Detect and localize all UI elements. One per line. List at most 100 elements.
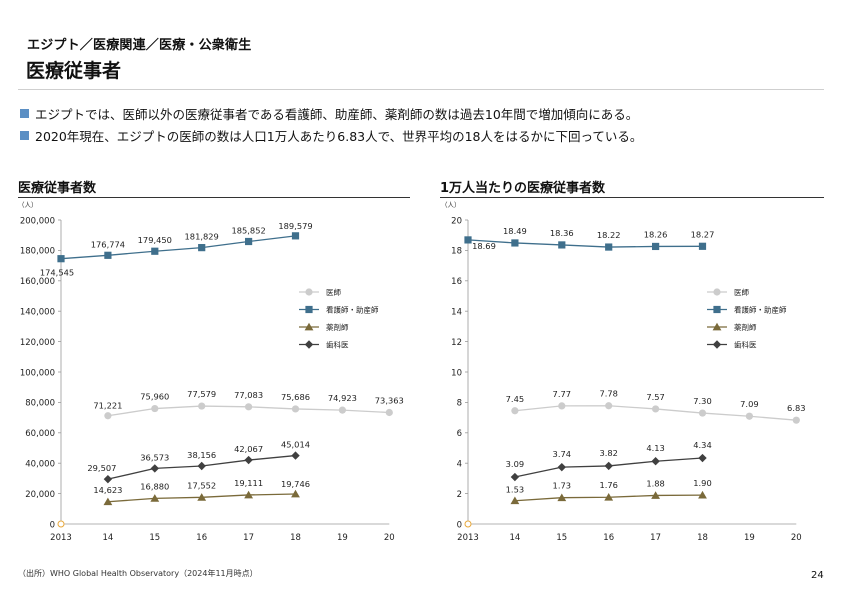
chart-title-rule-right	[440, 197, 824, 198]
y-tick-label: 8	[457, 399, 462, 409]
data-point-diamond	[510, 472, 520, 482]
data-point-diamond	[698, 453, 707, 463]
data-point-triangle	[698, 490, 707, 499]
y-tick-label: 120,000	[20, 338, 55, 348]
source-note: （出所）WHO Global Health Observatory（2024年1…	[18, 569, 258, 578]
data-point-square	[652, 242, 660, 251]
data-label: 7.78	[599, 389, 617, 399]
data-point-diamond	[604, 461, 613, 471]
page-title: 医療従事者	[26, 60, 122, 82]
data-point-circle	[245, 403, 253, 411]
y-tick-label: 160,000	[20, 277, 55, 287]
x-tick-label: 20	[384, 533, 395, 543]
bullet-item: エジプトでは、医師以外の医療従事者である看護師、助産師、薬剤師の数は過去10年間…	[20, 104, 638, 123]
y-tick-label: 140,000	[20, 308, 55, 318]
legend-marker-circle	[305, 288, 313, 296]
y-tick-label: 20	[451, 216, 462, 226]
legend-label: 歯科医	[734, 340, 757, 350]
data-point-circle	[792, 416, 800, 424]
data-point-square	[558, 241, 566, 249]
y-tick-label: 20,000	[25, 490, 55, 500]
data-point-diamond	[244, 455, 253, 465]
data-label: 179,450	[138, 235, 172, 245]
data-label: 174,545	[40, 268, 74, 278]
x-tick-label: 16	[603, 533, 614, 543]
data-label: 71,221	[93, 401, 122, 411]
legend-marker-diamond	[304, 340, 314, 349]
data-point-circle	[151, 404, 159, 413]
y-tick-label: 4	[457, 460, 462, 470]
x-tick-label: 15	[556, 533, 567, 543]
data-point-triangle	[244, 490, 253, 499]
data-label: 19,111	[234, 478, 263, 488]
bullet-text: エジプトでは、医師以外の医療従事者である看護師、助産師、薬剤師の数は過去10年間…	[35, 107, 639, 122]
data-point-circle	[104, 412, 112, 420]
data-point-diamond	[651, 457, 660, 466]
y-tick-label: 10	[451, 368, 462, 378]
data-point-diamond	[291, 451, 300, 460]
y-axis-unit: （人）	[18, 201, 38, 209]
data-label: 14,623	[93, 485, 122, 495]
data-label: 4.34	[693, 440, 711, 450]
data-point-circle	[558, 402, 566, 410]
y-tick-label: 180,000	[20, 247, 55, 257]
data-label: 77,083	[234, 390, 263, 400]
bullet-item: 2020年現在、エジプトの医師の数は人口1万人あたり6.83人で、世界平均の18…	[20, 126, 642, 145]
data-label: 1.88	[646, 478, 664, 488]
y-tick-label: 80,000	[25, 399, 55, 409]
data-label: 74,923	[328, 393, 357, 403]
y-tick-label: 100,000	[20, 368, 55, 378]
data-point-circle	[198, 402, 206, 410]
x-tick-label: 15	[149, 533, 160, 543]
data-label: 75,686	[281, 392, 310, 402]
data-point-square	[511, 239, 519, 247]
bullet-text: 2020年現在、エジプトの医師の数は人口1万人あたり6.83人で、世界平均の18…	[35, 129, 643, 144]
data-label: 42,067	[234, 444, 263, 454]
x-tick-label: 16	[196, 533, 207, 543]
breadcrumb: エジプト／医療関連／医療・公衆衛生	[27, 38, 252, 53]
data-label: 18.22	[597, 230, 621, 240]
x-tick-label: 18	[290, 533, 301, 543]
data-point-triangle	[651, 491, 660, 499]
data-point-square	[57, 255, 65, 263]
y-tick-label: 40,000	[25, 460, 55, 470]
data-point-diamond	[557, 462, 566, 472]
data-point-square	[151, 247, 159, 255]
data-label: 17,552	[187, 480, 216, 490]
data-point-diamond	[103, 474, 113, 484]
data-label: 45,014	[281, 440, 310, 450]
y-tick-label: 0	[50, 520, 55, 530]
data-point-circle	[698, 409, 707, 417]
data-label: 6.83	[787, 403, 805, 413]
x-tick-label: 19	[337, 533, 348, 543]
y-tick-label: 6	[457, 429, 462, 439]
data-label: 7.30	[693, 396, 711, 406]
data-point-circle	[338, 406, 346, 414]
legend-marker-circle	[713, 288, 721, 296]
data-point-square	[605, 243, 613, 251]
y-axis-unit: （人）	[441, 201, 461, 209]
data-point-triangle	[197, 493, 207, 501]
data-label: 7.77	[553, 389, 571, 399]
data-point-circle	[745, 412, 753, 420]
x-tick-label: 14	[102, 533, 113, 543]
y-tick-label: 16	[451, 277, 462, 287]
data-point-triangle	[103, 497, 113, 506]
legend-marker-triangle	[712, 322, 722, 331]
legend-marker-diamond	[712, 340, 722, 349]
data-label: 4.13	[646, 443, 664, 453]
data-point-diamond	[150, 464, 159, 473]
data-label: 36,573	[140, 452, 169, 462]
legend-label: 医師	[326, 287, 341, 297]
y-tick-label: 18	[451, 247, 462, 257]
data-label: 77,579	[187, 389, 216, 399]
bullet-square-icon	[20, 131, 29, 140]
data-label: 19,746	[281, 479, 310, 489]
legend-label: 医師	[734, 287, 749, 297]
data-point-square	[464, 236, 472, 244]
chart-workforce-count: （人） 0 20,000 40,000 60,000 80,000 100,000 120,0…	[18, 201, 404, 543]
chart-title-right: 1万人当たりの医療従事者数	[440, 181, 606, 196]
data-point-circle	[605, 402, 613, 410]
data-label: 7.09	[740, 399, 758, 409]
y-tick-label: 14	[451, 308, 462, 318]
